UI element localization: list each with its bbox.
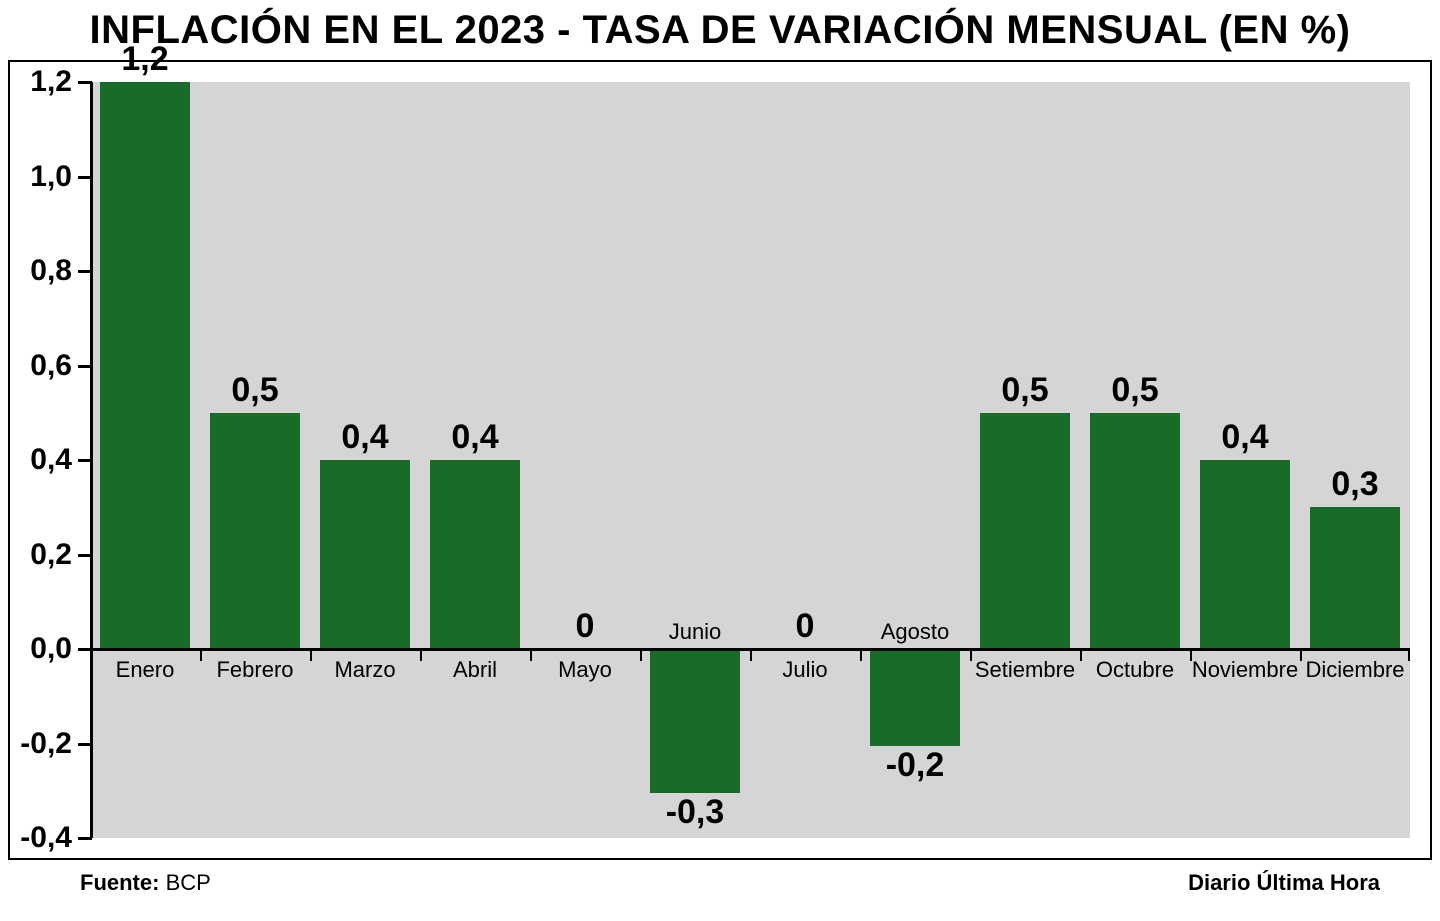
y-tick-label: 0,0 [6, 632, 78, 666]
source-text: Fuente: BCP [80, 870, 211, 896]
y-tick-label: -0,2 [6, 727, 78, 761]
value-label: 0,4 [451, 418, 498, 457]
chart-footer: Fuente: BCP Diario Última Hora [0, 870, 1440, 896]
x-tick [1408, 649, 1410, 661]
category-label: Octubre [1096, 657, 1174, 683]
category-label: Diciembre [1305, 657, 1404, 683]
category-label: Julio [782, 657, 827, 683]
category-label: Marzo [334, 657, 395, 683]
chart-page: INFLACIÓN EN EL 2023 - TASA DE VARIACIÓN… [0, 0, 1440, 921]
y-tick [78, 837, 92, 840]
category-label: Mayo [558, 657, 612, 683]
y-tick-label: 0,6 [6, 349, 78, 383]
category-label: Setiembre [975, 657, 1075, 683]
y-tick [78, 554, 92, 557]
source-value: BCP [166, 870, 211, 895]
x-tick [1080, 649, 1082, 661]
y-tick-label: 1,0 [6, 160, 78, 194]
value-label: 0 [796, 607, 815, 646]
category-label: Junio [669, 619, 722, 645]
y-tick [78, 459, 92, 462]
bar [1310, 507, 1400, 648]
credit-text: Diario Última Hora [1188, 870, 1380, 896]
category-label: Abril [453, 657, 497, 683]
bar [1200, 460, 1290, 648]
chart-title: INFLACIÓN EN EL 2023 - TASA DE VARIACIÓN… [0, 0, 1440, 53]
bar [870, 651, 960, 746]
value-label: 0,4 [341, 418, 388, 457]
category-label: Enero [116, 657, 175, 683]
y-tick-label: 0,2 [6, 538, 78, 572]
x-tick [90, 649, 92, 661]
y-tick [78, 81, 92, 84]
chart-frame: -0,4-0,20,00,20,40,60,81,01,21,2Enero0,5… [8, 60, 1432, 860]
value-label: 0,5 [1111, 371, 1158, 410]
x-tick [200, 649, 202, 661]
y-tick [78, 365, 92, 368]
category-label: Noviembre [1192, 657, 1298, 683]
bar [980, 413, 1070, 648]
bar [1090, 413, 1180, 648]
y-tick [78, 270, 92, 273]
x-tick [1300, 649, 1302, 661]
x-tick [970, 649, 972, 661]
x-tick [640, 649, 642, 661]
y-tick-label: 1,2 [6, 65, 78, 99]
category-label: Febrero [216, 657, 293, 683]
value-label: 0,5 [231, 371, 278, 410]
value-label: 0 [576, 607, 595, 646]
value-label: -0,2 [886, 746, 945, 785]
y-tick [78, 176, 92, 179]
bar [650, 651, 740, 793]
x-tick [530, 649, 532, 661]
bar [100, 82, 190, 648]
category-label: Agosto [881, 619, 950, 645]
source-label: Fuente: [80, 870, 159, 895]
y-tick-label: -0,4 [6, 821, 78, 855]
bar [210, 413, 300, 648]
bar [430, 460, 520, 648]
y-tick [78, 743, 92, 746]
plot-area: -0,4-0,20,00,20,40,60,81,01,21,2Enero0,5… [90, 82, 1410, 838]
value-label: 0,4 [1221, 418, 1268, 457]
x-tick [420, 649, 422, 661]
y-tick-label: 0,8 [6, 254, 78, 288]
value-label: 0,5 [1001, 371, 1048, 410]
value-label: 1,2 [121, 40, 168, 79]
value-label: -0,3 [666, 793, 725, 832]
x-tick [860, 649, 862, 661]
value-label: 0,3 [1331, 465, 1378, 504]
x-tick [750, 649, 752, 661]
y-tick-label: 0,4 [6, 443, 78, 477]
x-tick [310, 649, 312, 661]
bar [320, 460, 410, 648]
